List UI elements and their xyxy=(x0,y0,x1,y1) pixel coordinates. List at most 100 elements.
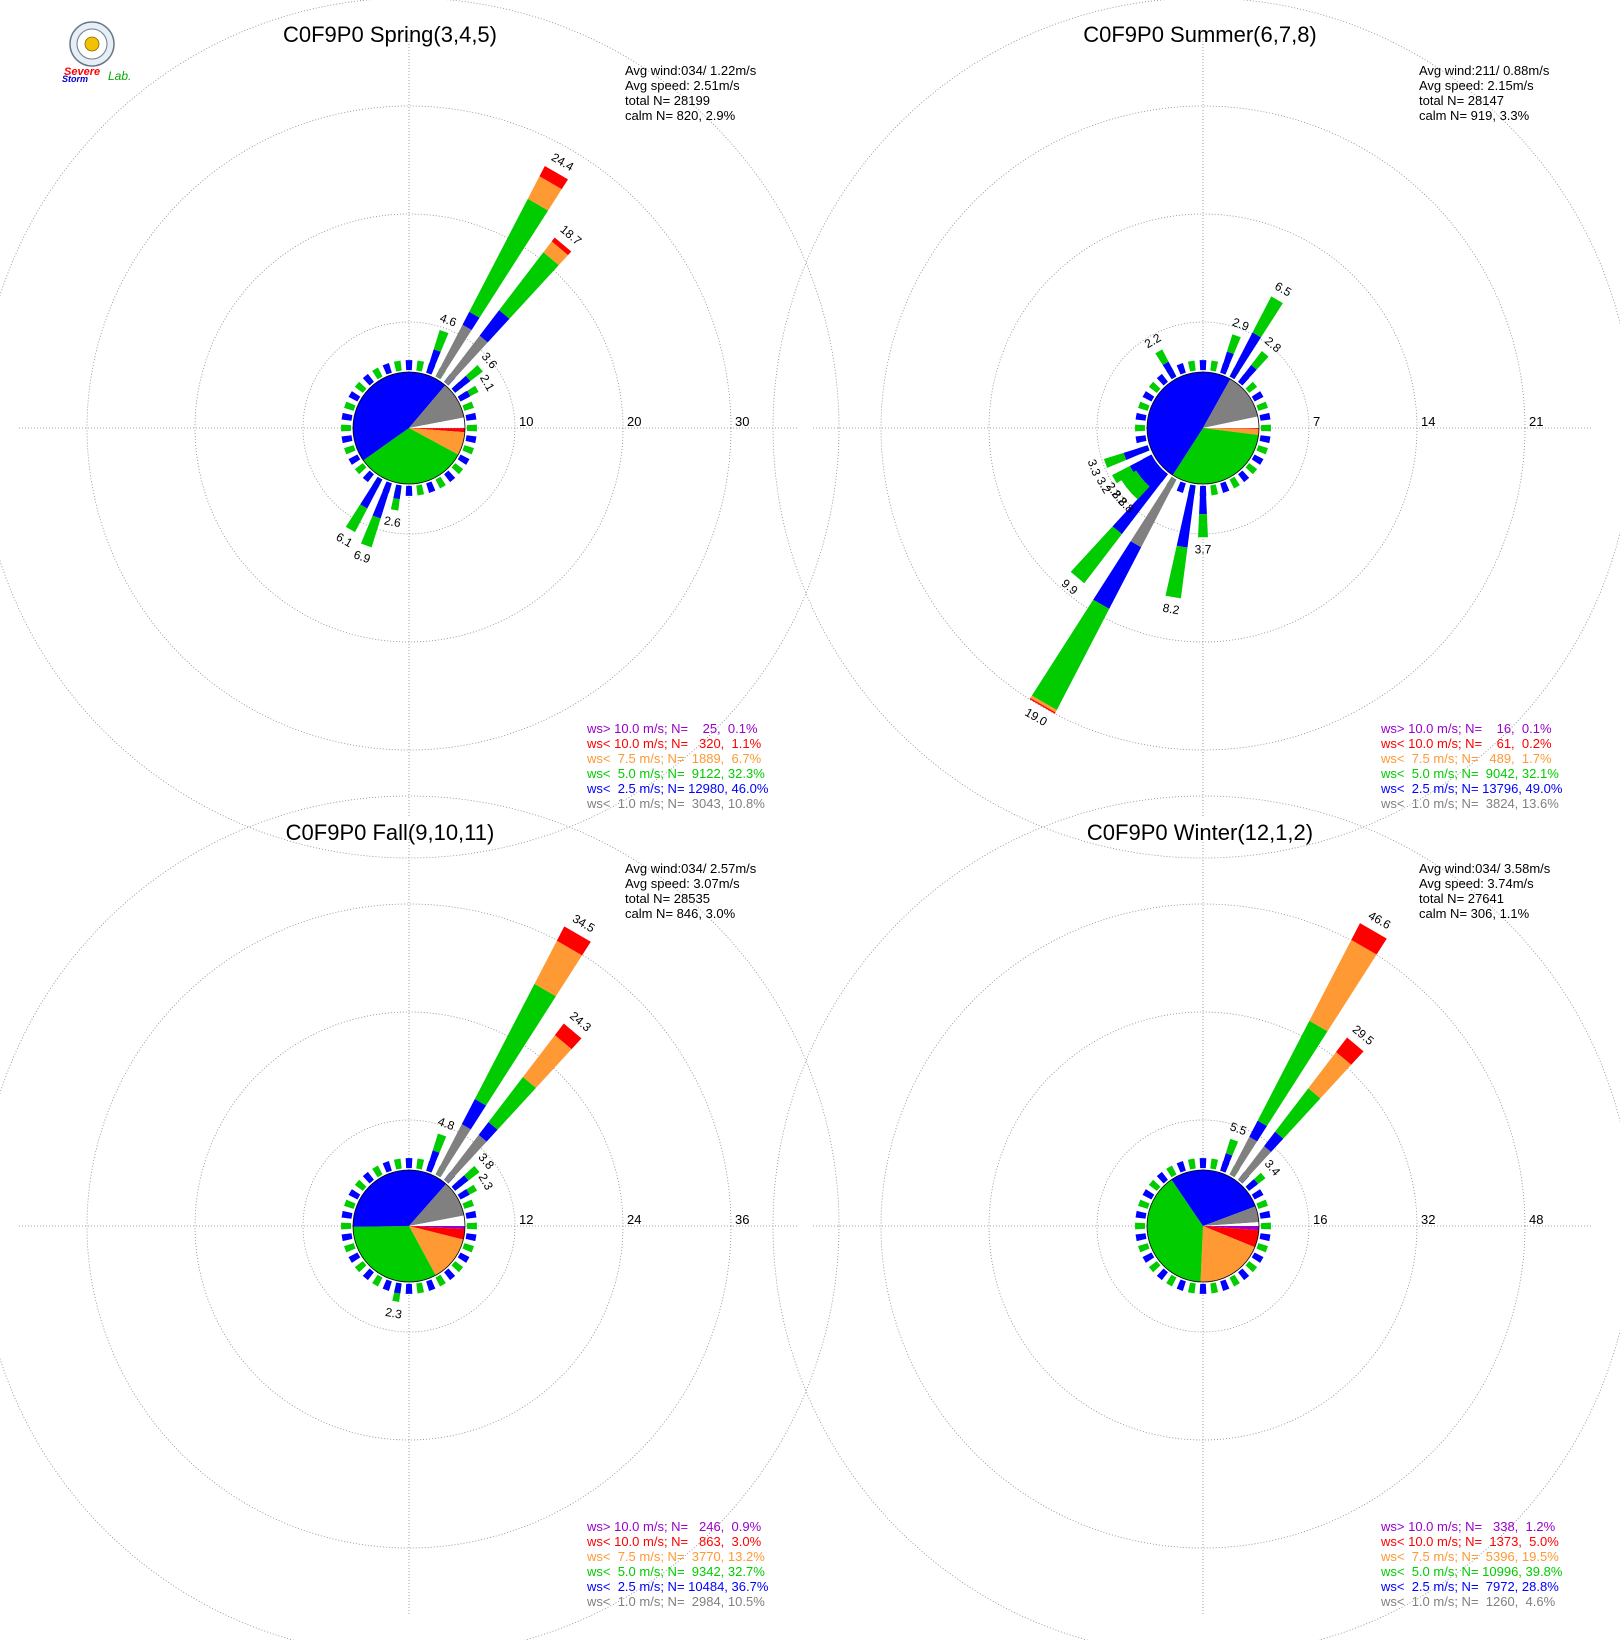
direction-tick xyxy=(426,481,436,493)
direction-tick xyxy=(1176,1161,1186,1173)
spoke-segment xyxy=(1030,695,1057,713)
direction-tick xyxy=(457,1252,470,1263)
ring-label: 21 xyxy=(1529,414,1543,429)
legend-entry: ws< 2.5 m/s; N= 12980, 46.0% xyxy=(586,781,769,796)
ring-label: 36 xyxy=(735,1212,749,1227)
spoke-segment xyxy=(1249,1120,1267,1142)
spoke-segment xyxy=(1252,296,1283,338)
direction-tick xyxy=(1245,381,1258,393)
direction-tick xyxy=(1199,1283,1207,1294)
direction-tick xyxy=(341,1233,353,1242)
spoke-label: 3.4 xyxy=(1262,1157,1284,1179)
spoke-segment xyxy=(1245,1179,1259,1191)
spoke-segment xyxy=(372,481,392,519)
direction-tick xyxy=(1135,424,1146,432)
spoke-segment xyxy=(461,1098,487,1130)
stats-line: Avg speed: 2.51m/s xyxy=(625,78,740,93)
spoke-segment xyxy=(478,1122,498,1142)
direction-tick xyxy=(354,381,367,393)
spoke-segment xyxy=(1129,454,1155,473)
direction-tick xyxy=(1229,1274,1240,1287)
legend-entry: ws< 7.5 m/s; N= 5396, 19.5% xyxy=(1380,1549,1559,1564)
legend-entry: ws> 10.0 m/s; N= 338, 1.2% xyxy=(1380,1519,1556,1534)
pie-outline xyxy=(1146,1169,1260,1283)
speed-class-slice xyxy=(409,1183,465,1226)
spoke-segment xyxy=(464,1165,480,1181)
speed-class-slice xyxy=(409,1226,465,1230)
spoke-segment xyxy=(426,349,441,375)
spoke-segment xyxy=(466,1184,478,1195)
direction-tick xyxy=(1251,1189,1264,1200)
direction-tick xyxy=(372,1165,383,1178)
spoke-segment xyxy=(474,983,556,1106)
spoke-segment xyxy=(1176,484,1196,548)
direction-tick xyxy=(1256,445,1268,455)
direction-tick xyxy=(1210,1282,1219,1294)
range-ring xyxy=(86,105,732,751)
direction-tick xyxy=(341,1210,353,1219)
speed-class-slice xyxy=(409,428,465,455)
spoke-label: 2.3 xyxy=(384,1305,403,1322)
direction-tick xyxy=(348,1189,361,1200)
direction-tick xyxy=(1135,1222,1146,1230)
direction-tick xyxy=(465,1233,477,1242)
direction-tick xyxy=(1210,484,1219,496)
spoke-label: 2.9 xyxy=(1230,315,1251,334)
direction-tick xyxy=(1156,1268,1168,1281)
direction-tick xyxy=(1142,1189,1155,1200)
direction-tick xyxy=(362,1171,374,1184)
range-ring xyxy=(1096,321,1310,535)
direction-tick xyxy=(1142,1252,1155,1263)
legend-entry: ws< 1.0 m/s; N= 3824, 13.6% xyxy=(1380,796,1559,811)
direction-tick xyxy=(405,485,413,496)
range-ring xyxy=(1096,1119,1310,1333)
spoke-segment xyxy=(1264,1131,1284,1153)
direction-tick xyxy=(1176,363,1186,375)
stats-line: Avg wind:211/ 0.88m/s xyxy=(1419,63,1550,78)
direction-tick xyxy=(1229,476,1240,489)
spoke-segment xyxy=(1229,1136,1258,1178)
direction-tick xyxy=(1245,463,1258,475)
spoke-label: 3.3 xyxy=(1085,457,1104,478)
spoke-segment xyxy=(1126,476,1145,494)
spoke-segment xyxy=(1103,452,1127,468)
direction-tick xyxy=(1260,424,1271,432)
spoke-segment xyxy=(1351,923,1387,955)
spoke-segment xyxy=(1031,599,1110,711)
direction-tick xyxy=(1166,1165,1177,1178)
spoke-segment xyxy=(1238,1146,1272,1184)
spoke-label: 9.9 xyxy=(1059,576,1081,598)
spoke-label: 6.1 xyxy=(334,530,356,551)
stats-line: Avg wind:034/ 3.58m/s xyxy=(1419,861,1551,876)
spoke-label: 2.8 xyxy=(1262,334,1284,356)
direction-tick xyxy=(444,470,456,483)
direction-tick xyxy=(372,367,383,380)
spoke-segment xyxy=(1251,351,1269,370)
direction-tick xyxy=(1220,1279,1230,1291)
direction-tick xyxy=(416,484,425,496)
direction-tick xyxy=(1135,412,1147,421)
spoke-segment xyxy=(1029,697,1056,714)
direction-tick xyxy=(416,1158,425,1170)
direction-tick xyxy=(1210,360,1219,372)
spoke-segment xyxy=(1139,463,1161,482)
direction-tick xyxy=(451,1261,464,1273)
spoke-segment xyxy=(499,252,559,319)
spoke-segment xyxy=(394,1282,402,1294)
direction-tick xyxy=(362,373,374,386)
spoke-segment xyxy=(444,335,488,386)
windrose-panel: 7 14 216.52.82.92.219.09.98.23.73.33.22.82… xyxy=(772,0,1620,859)
direction-tick xyxy=(354,1261,367,1273)
spoke-segment xyxy=(1112,465,1134,484)
legend-entry: ws< 10.0 m/s; N= 320, 1.1% xyxy=(586,736,762,751)
spoke-label: 2.2 xyxy=(1142,331,1164,352)
direction-tick xyxy=(1251,1252,1264,1263)
direction-tick xyxy=(1187,1282,1196,1294)
legend-entry: ws< 2.5 m/s; N= 7972, 28.8% xyxy=(1380,1579,1559,1594)
legend-entry: ws> 10.0 m/s; N= 246, 0.9% xyxy=(586,1519,762,1534)
stats-line: Avg wind:034/ 1.22m/s xyxy=(625,63,757,78)
pie-outline xyxy=(352,371,466,485)
direction-tick xyxy=(416,360,425,372)
direction-tick xyxy=(465,412,477,421)
